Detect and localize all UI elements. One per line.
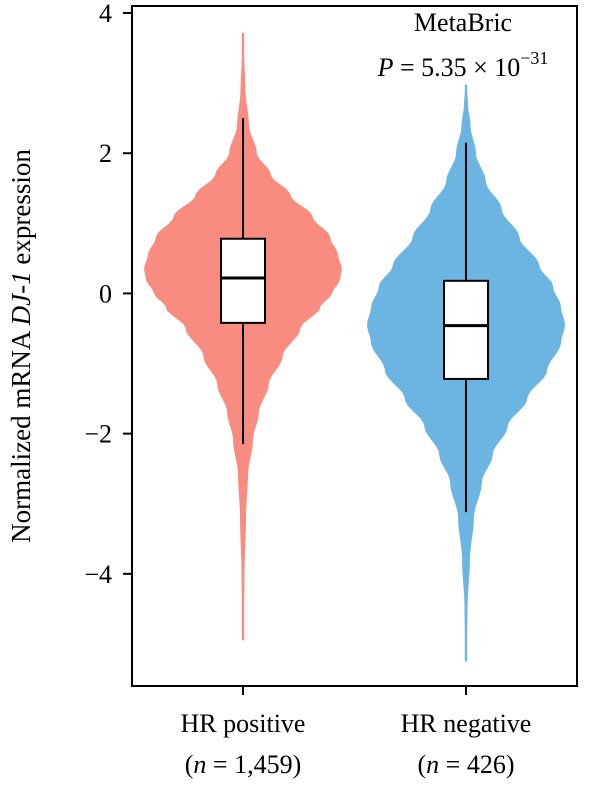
plot-frame [131,5,578,687]
y-axis-ticks: 4 2 0 −2 −4 [84,0,132,589]
violin-layer [144,32,565,662]
category-label-hr-positive: HR positive [181,709,306,738]
annotation-dataset: MetaBric [414,8,512,37]
box-iqr-hr-negative [443,279,489,380]
y-tick-label: −4 [84,560,112,589]
box-iqr-hr-positive [220,237,266,324]
category-n-hr-positive: (n = 1,459) [185,750,302,779]
y-tick-label: 2 [99,139,112,168]
y-tick-label: −2 [84,420,112,449]
category-n-hr-negative: (n = 426) [418,750,515,779]
x-axis-ticks [242,686,467,695]
annotation-pvalue: P = 5.35 × 10−31 [377,48,549,82]
y-axis-label: Normalized mRNA DJ-1 expression [6,149,36,543]
category-label-hr-negative: HR negative [401,709,532,738]
y-tick-label: 0 [99,279,112,308]
y-tick-label: 4 [99,0,112,28]
boxplot-layer [220,118,489,513]
